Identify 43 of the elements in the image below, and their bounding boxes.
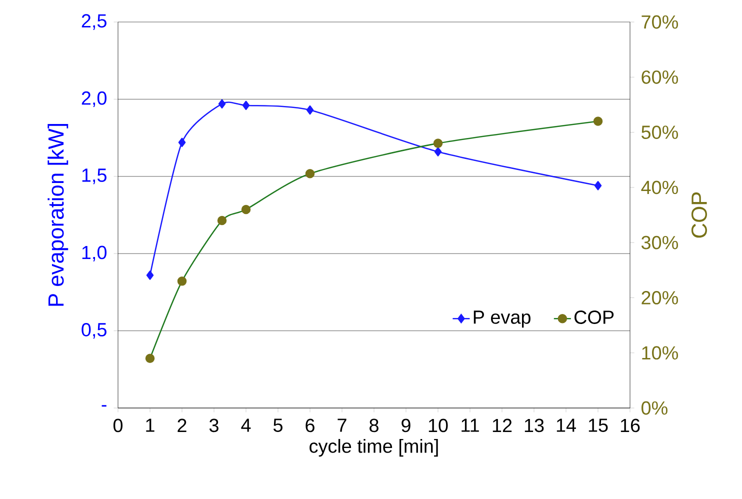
y-axis-title: P evaporation [kW] (48, 124, 68, 306)
y2-tick-label: 40% (641, 180, 678, 194)
x-tick-label: 12 (492, 418, 512, 432)
x-axis-title: cycle time [min] (310, 438, 438, 457)
x-tick-label: 9 (402, 418, 410, 432)
y-tick-label: 1,0 (82, 246, 106, 262)
x-tick-label: 13 (524, 418, 544, 432)
x-tick-label: 1 (146, 418, 154, 432)
y2-tick-label: 0% (642, 401, 668, 415)
point (594, 181, 602, 190)
y2-tick-label: 50% (642, 126, 678, 139)
y2-tick-label: 30% (641, 236, 678, 250)
point (178, 138, 186, 148)
y2-tick-label: 20% (642, 291, 678, 304)
y2-tick-label: 10% (642, 346, 678, 360)
x-tick-label: 15 (588, 418, 608, 432)
y-tick-label: 2,5 (82, 14, 106, 30)
x-tick-label: 11 (462, 418, 479, 432)
y2-tick-label: 60% (642, 70, 678, 84)
x-tick-label: 10 (428, 418, 448, 432)
x-tick-label: 3 (209, 418, 218, 432)
y-tick-label: 2,0 (82, 91, 106, 108)
x-tick-label: 16 (620, 418, 640, 432)
y-tick-label: 0,5 (82, 322, 106, 339)
point (218, 99, 226, 108)
y-tick-label: - (102, 405, 106, 407)
x-tick-label: 2 (178, 418, 186, 432)
x-tick-label: 4 (241, 418, 251, 432)
y2-tick-label: 70% (642, 15, 678, 29)
point (146, 270, 154, 280)
x-tick-label: 8 (370, 418, 378, 432)
legend-label: P evap (474, 310, 530, 328)
y-tick-label: 1,5 (82, 168, 106, 184)
point (434, 147, 442, 156)
y2-axis-title: COP (691, 192, 707, 238)
x-tick-label: 6 (306, 418, 314, 432)
point (242, 100, 250, 110)
point (306, 105, 314, 115)
x-tick-label: 7 (338, 418, 346, 432)
x-tick-label: 5 (273, 418, 282, 432)
x-tick-label: 14 (556, 418, 576, 432)
x-tick-label: 0 (113, 418, 123, 432)
legend-label: COP (574, 310, 614, 324)
